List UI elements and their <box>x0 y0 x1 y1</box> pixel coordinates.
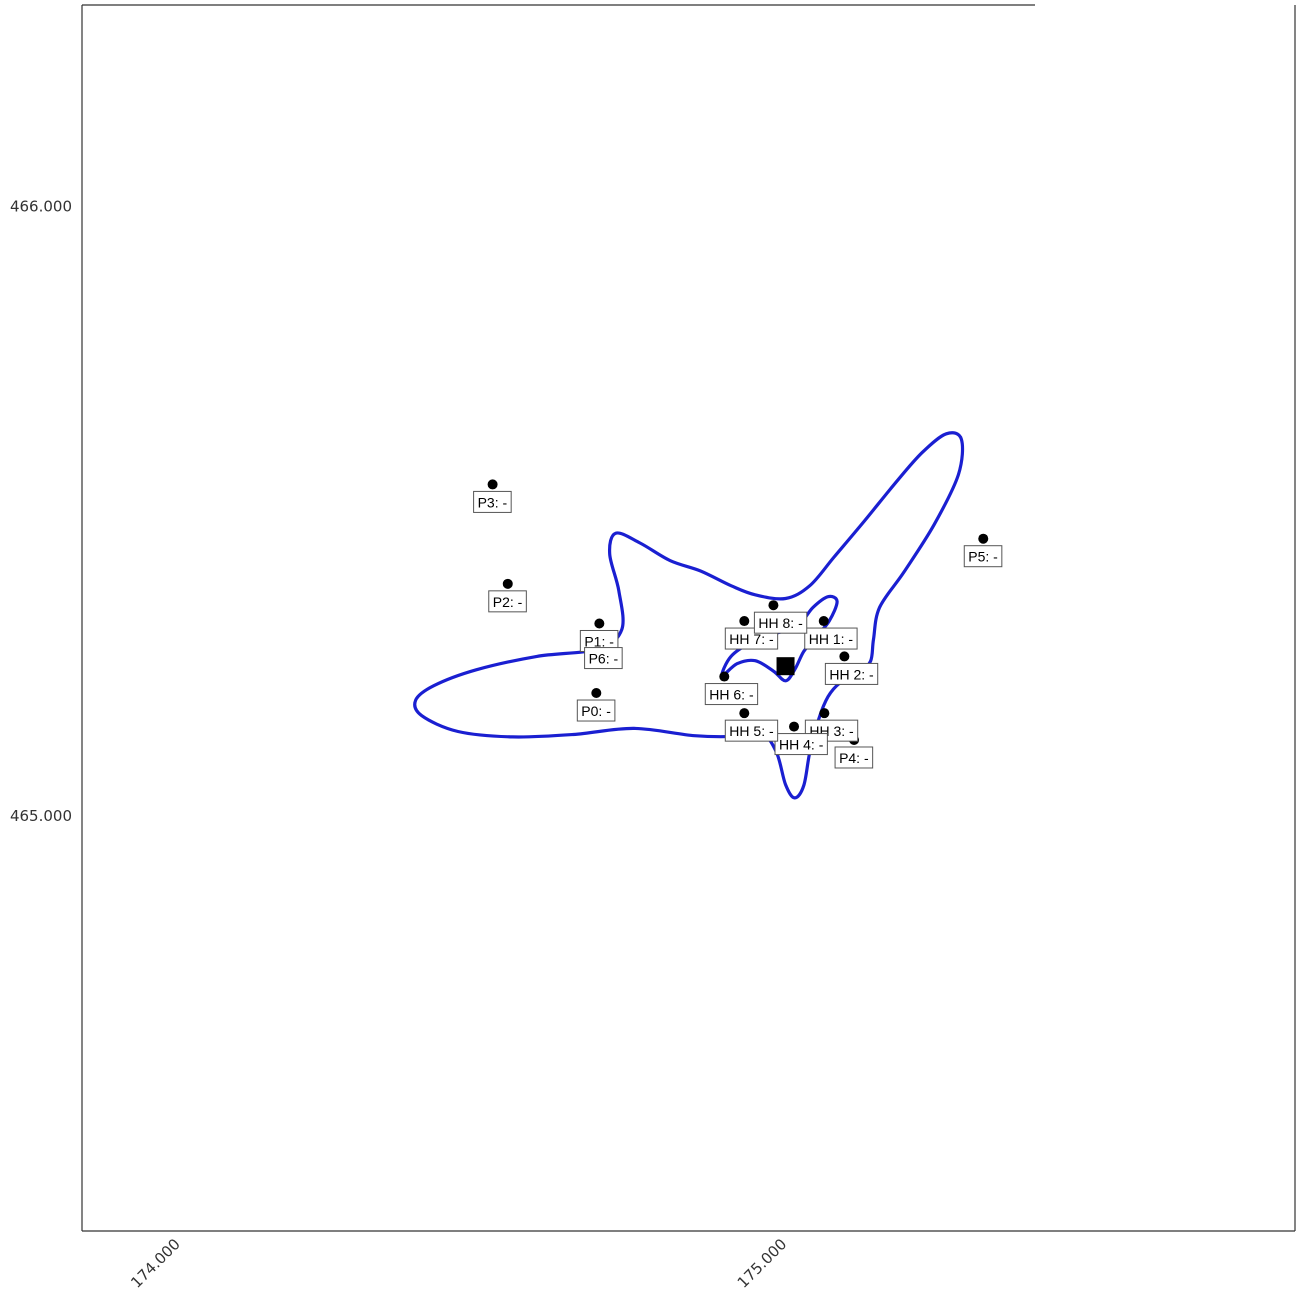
point-label: HH 2: - <box>824 662 879 685</box>
point-label-text: HH 8: - <box>758 615 803 631</box>
point-label-box <box>753 611 808 634</box>
point-label-text: P1: - <box>584 633 614 649</box>
point-label: P0: - <box>576 699 616 722</box>
receptor-point <box>487 479 498 490</box>
receptor-point <box>739 616 750 627</box>
point-label-text: HH 6: - <box>709 687 754 703</box>
point-label-box <box>724 719 779 742</box>
point-label: HH 6: - <box>704 683 759 706</box>
point-label-text: P6: - <box>589 651 619 667</box>
point-label: P2: - <box>488 590 527 613</box>
point-label: HH 1: - <box>804 627 858 650</box>
point-label: HH 8: - <box>753 611 808 634</box>
point-label-text: HH 7: - <box>729 631 774 647</box>
plot-frame <box>81 4 1296 1232</box>
receptor-point <box>819 708 830 719</box>
point-label-box <box>584 647 623 670</box>
receptor-point <box>594 618 605 629</box>
receptor-point <box>591 688 602 699</box>
point-label-box <box>834 746 874 769</box>
source-marker <box>776 657 795 676</box>
point-label: P4: - <box>834 746 874 769</box>
point-label-text: HH 2: - <box>829 666 874 682</box>
source-layer <box>776 657 795 676</box>
receptor-point <box>502 578 513 589</box>
point-label-text: HH 5: - <box>729 723 774 739</box>
y-tick-label: 465.000 <box>10 807 72 825</box>
point-label-box <box>576 699 616 722</box>
y-axis: 466.000 465.000 <box>10 197 72 825</box>
point-label-text: P3: - <box>478 494 508 510</box>
receptor-point <box>818 616 829 627</box>
point-label-text: P4: - <box>839 750 869 766</box>
point-label: HH 4: - <box>774 733 828 756</box>
receptor-point <box>978 533 989 544</box>
point-label-box <box>963 545 1003 568</box>
point-label-box <box>774 733 828 756</box>
receptor-point <box>789 721 800 732</box>
point-label: P3: - <box>473 490 512 513</box>
receptor-point <box>719 671 730 682</box>
receptor-point <box>839 651 850 662</box>
point-label-text: P2: - <box>493 594 523 610</box>
label-layer: P0: - P1: - P2: - P3: - P4: - P5: - P6: - HH 1:… <box>473 490 1003 769</box>
point-label: P6: - <box>584 647 623 670</box>
receptor-point <box>739 708 750 719</box>
point-label: P1: - <box>579 629 619 652</box>
point-label-text: P5: - <box>968 549 998 565</box>
point-label: HH 5: - <box>724 719 779 742</box>
y-tick-label: 466.000 <box>10 197 72 215</box>
point-label-text: HH 1: - <box>809 631 854 647</box>
point-label-box <box>704 683 759 706</box>
point-label-box <box>804 627 858 650</box>
receptor-point <box>768 600 779 611</box>
point-label-text: HH 4: - <box>779 737 824 753</box>
point-label: HH 7: - <box>724 627 779 650</box>
point-label-text: P0: - <box>581 703 611 719</box>
point-label: P5: - <box>963 545 1003 568</box>
point-label-box <box>824 662 879 685</box>
point-label-box <box>488 590 527 613</box>
point-label-box <box>473 490 512 513</box>
